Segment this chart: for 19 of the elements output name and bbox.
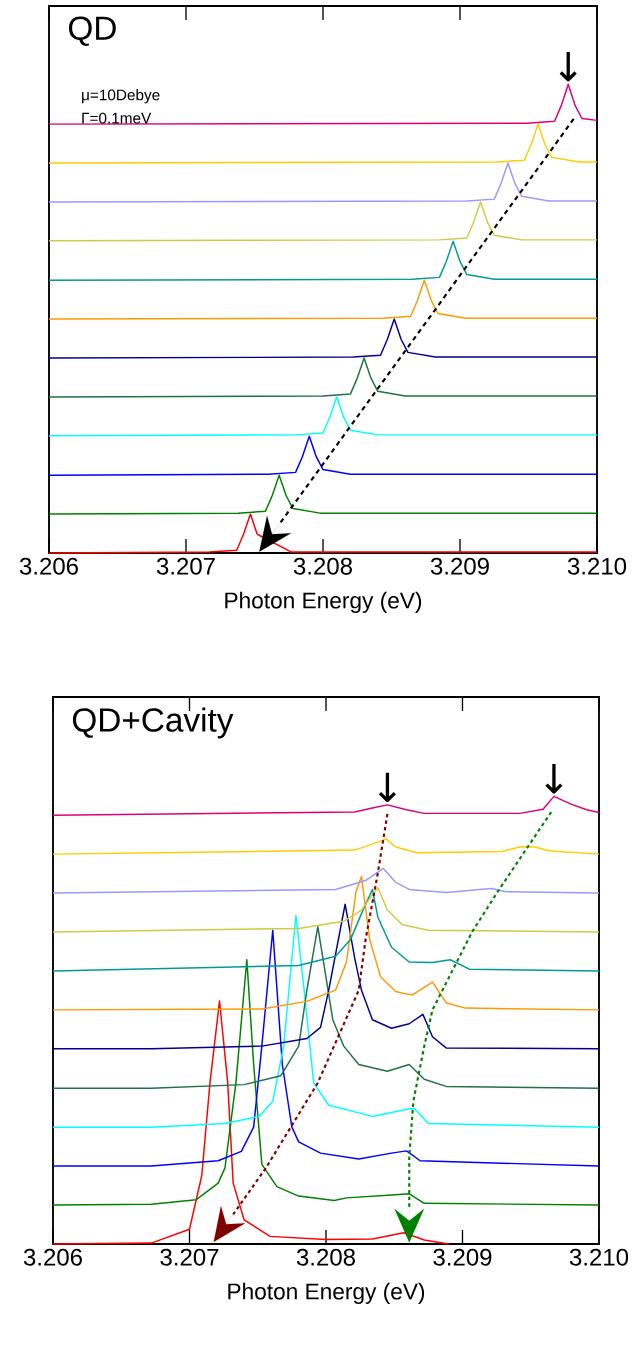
x-tick-label: 3.209	[433, 1248, 492, 1266]
x-tick-label: 3.206	[19, 557, 78, 575]
annotation: ↓	[378, 772, 396, 802]
x-tick-label: 3.207	[156, 557, 215, 575]
x-tick-label: 3.210	[567, 557, 627, 575]
x-tick-label: 3.206	[23, 1248, 82, 1266]
annotation: μ=10Debye	[82, 89, 160, 104]
x-tick-label: 3.208	[296, 1248, 355, 1266]
x-tick-label: 3.210	[569, 1248, 629, 1266]
chart-title: QD	[68, 16, 116, 46]
annotation: Γ=0.1meV	[82, 112, 152, 124]
x-axis-title: Photon Energy (eV)	[225, 591, 422, 613]
annotation: ↓	[559, 52, 577, 82]
chart-title: QD+Cavity	[72, 707, 234, 739]
x-tick-label: 3.209	[430, 557, 489, 575]
annotation: ↓	[545, 764, 563, 794]
x-axis-title: Photon Energy (eV)	[228, 1282, 425, 1304]
x-tick-label: 3.207	[160, 1248, 219, 1266]
x-tick-label: 3.208	[293, 557, 352, 575]
